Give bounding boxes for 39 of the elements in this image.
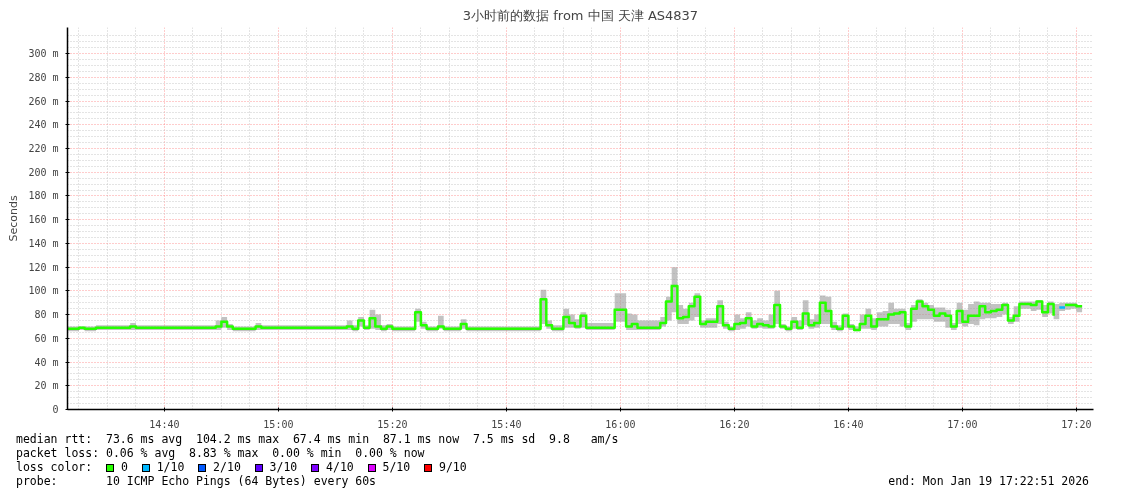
x-tick-label: 15:00	[263, 418, 294, 430]
y-tick-label: 260 m	[28, 95, 59, 107]
legend-label: 4/10	[326, 460, 354, 474]
y-axis-title: Seconds	[7, 195, 21, 242]
x-tick-label: 16:40	[833, 418, 864, 430]
y-tick-label: 140 m	[28, 237, 59, 249]
y-tick-label: 120 m	[28, 261, 59, 273]
y-tick-label: 180 m	[28, 190, 59, 202]
x-tick-label: 17:00	[947, 418, 978, 430]
legend-label: 1/10	[156, 460, 185, 474]
text: end: Mon Jan 19 17:22:51 2026	[888, 474, 1089, 488]
x-tick-label: 15:40	[491, 418, 522, 430]
text: packet loss: 0.06 % avg 8.83 % max 0.00 % min 0.00 % now	[16, 446, 426, 460]
y-tick-label: 40 m	[34, 356, 59, 368]
y-tick-label: 0	[52, 404, 59, 415]
legend-label: 9/10	[438, 460, 467, 474]
y-tick-label: 100 m	[28, 285, 59, 297]
chart-title: 3小时前的数据 from 中国 天津 AS4837	[462, 7, 699, 23]
legend-label: 0	[120, 460, 128, 474]
y-tick-label: 160 m	[28, 214, 59, 226]
y-tick-label: 60 m	[34, 332, 59, 344]
y-tick-label: 80 m	[34, 309, 59, 321]
y-tick-label: 280 m	[28, 71, 59, 83]
x-tick-label: 17:20	[1061, 418, 1092, 430]
y-tick-label: 300 m	[28, 48, 59, 60]
y-tick-label: 20 m	[34, 380, 59, 392]
x-tick-label: 16:20	[719, 418, 750, 430]
text: probe: 10 ICMP Echo Pings (64 Bytes) every 60s	[16, 474, 377, 488]
x-tick-label: 16:00	[605, 418, 636, 430]
x-tick-label: 15:20	[377, 418, 408, 430]
legend-title: loss color:	[16, 460, 93, 474]
legend-label: 5/10	[382, 460, 411, 474]
y-tick-label: 220 m	[28, 143, 59, 155]
y-tick-label: 200 m	[28, 166, 59, 178]
text: median rtt: 73.6 ms avg 104.2 ms max 67.4 ms min 87.1 ms now 7.5 ms sd 9.8 am/s	[16, 432, 620, 446]
x-tick-label: 14:40	[149, 418, 180, 430]
y-tick-label: 240 m	[28, 119, 59, 131]
legend-label: 3/10	[269, 460, 298, 474]
legend-label: 2/10	[213, 460, 241, 474]
